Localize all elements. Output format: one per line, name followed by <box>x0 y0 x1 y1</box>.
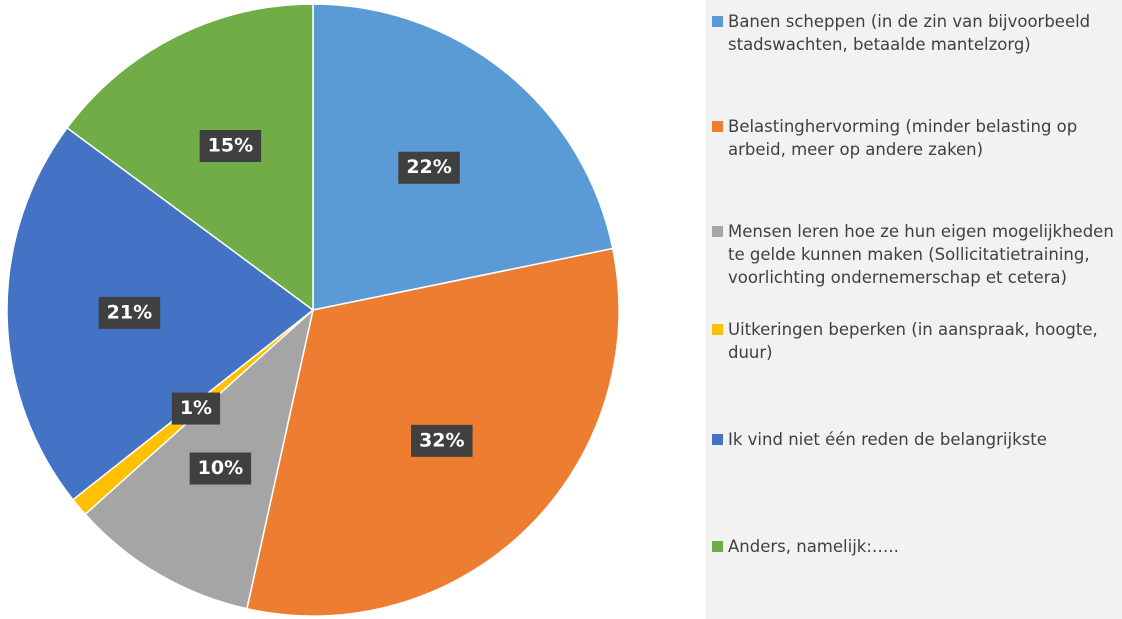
legend-text: Belastinghervorming (minder belasting op… <box>728 117 1078 159</box>
legend-swatch <box>712 16 723 27</box>
legend: Banen scheppen (in de zin van bijvoorbee… <box>706 0 1122 619</box>
data-label-text: 21% <box>107 301 152 323</box>
data-label: 1% <box>171 392 221 425</box>
legend-text: Anders, namelijk:….. <box>728 537 899 556</box>
legend-text: Uitkeringen beperken (in aanspraak, hoog… <box>728 320 1098 362</box>
data-label-box <box>189 452 252 485</box>
legend-swatch <box>712 324 723 335</box>
data-label-box <box>98 296 161 329</box>
legend-swatch <box>712 121 723 132</box>
data-label-box <box>171 392 221 425</box>
data-label: 32% <box>411 424 473 457</box>
legend-item: Banen scheppen (in de zin van bijvoorbee… <box>712 10 1122 56</box>
data-label-box <box>398 151 460 184</box>
legend-text: Banen scheppen (in de zin van bijvoorbee… <box>728 12 1091 54</box>
pie-slice <box>66 3 314 312</box>
legend-item: Belastinghervorming (minder belasting op… <box>712 115 1122 161</box>
data-label-text: 32% <box>419 429 464 451</box>
legend-text: Mensen leren hoe ze hun eigen mogelijkhe… <box>728 222 1114 287</box>
pie-area: 22% 32% 10% 1% 21% 15% <box>6 3 620 617</box>
pie-slice <box>312 3 614 311</box>
legend-swatch <box>712 434 723 445</box>
legend-item: Mensen leren hoe ze hun eigen mogelijkhe… <box>712 220 1122 289</box>
data-label: 10% <box>189 452 252 485</box>
data-label-box <box>199 130 262 163</box>
legend-item: Anders, namelijk:….. <box>712 535 1122 558</box>
data-label: 22% <box>398 151 460 184</box>
data-label-text: 22% <box>406 156 451 178</box>
data-label-box <box>411 424 473 457</box>
data-label-text: 1% <box>180 397 212 419</box>
data-label: 21% <box>98 296 161 329</box>
data-label-text: 15% <box>208 135 253 157</box>
data-label-text: 10% <box>198 457 243 479</box>
legend-item: Uitkeringen beperken (in aanspraak, hoog… <box>712 318 1122 364</box>
legend-item: Ik vind niet één reden de belangrijkste <box>712 428 1122 451</box>
legend-swatch <box>712 226 723 237</box>
data-label: 15% <box>199 130 262 163</box>
legend-swatch <box>712 541 723 552</box>
legend-text: Ik vind niet één reden de belangrijkste <box>728 430 1047 449</box>
